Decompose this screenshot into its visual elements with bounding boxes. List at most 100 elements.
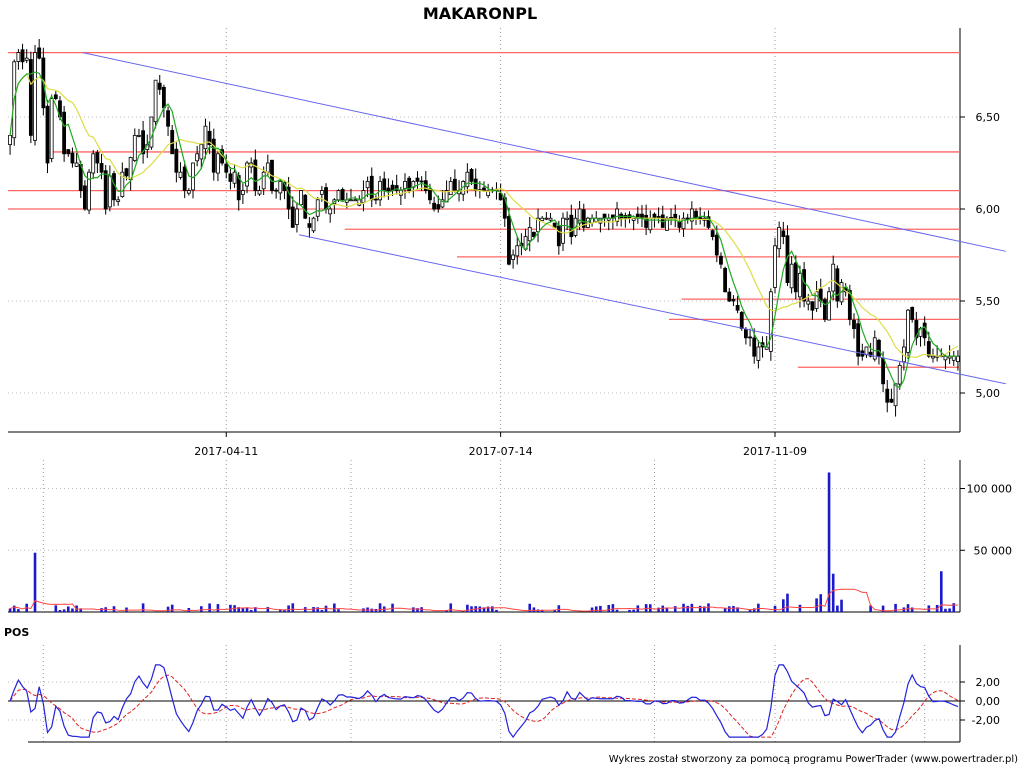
volume-bar: [840, 599, 843, 612]
candle-body: [407, 177, 412, 192]
volume-bar: [665, 608, 669, 612]
volume-bar: [798, 604, 802, 612]
volume-bar: [66, 606, 70, 612]
volume-bar: [449, 603, 453, 612]
trend-channel-line: [82, 52, 1006, 252]
candle-body: [386, 187, 391, 191]
candle-body: [182, 166, 187, 192]
volume-bar: [727, 606, 731, 612]
volume-bar: [752, 608, 756, 612]
candle-body: [773, 245, 777, 288]
volume-bar: [748, 609, 752, 612]
candle-body: [228, 173, 233, 182]
candle-body: [290, 206, 295, 228]
candle-body: [893, 383, 898, 407]
candle-body: [586, 217, 590, 228]
candle-body: [157, 82, 162, 90]
volume-bar: [370, 608, 374, 612]
volume-bar: [894, 603, 897, 612]
candle-body: [482, 187, 486, 192]
volume-bar: [657, 607, 660, 612]
candle-body: [852, 319, 856, 329]
candle-body: [856, 323, 861, 357]
candle-body: [806, 300, 811, 305]
volume-bar: [815, 598, 818, 612]
volume-average-line: [9, 588, 958, 612]
candle-body: [328, 208, 333, 215]
candle-body: [685, 217, 690, 220]
candle-body: [261, 171, 266, 190]
candle-body: [473, 178, 478, 191]
candle-body: [652, 213, 657, 219]
volume-bar: [316, 607, 320, 612]
candle-body: [498, 193, 503, 201]
candle-body: [756, 346, 761, 361]
candle-body: [885, 388, 890, 403]
candle-body: [951, 355, 956, 361]
candle-body: [324, 187, 328, 210]
chart-title: MAKARONPL: [423, 4, 537, 23]
volume-bar: [615, 609, 619, 612]
candle-body: [889, 398, 894, 403]
candle-body: [394, 185, 399, 192]
volume-bar: [906, 604, 910, 612]
candle-body: [681, 217, 686, 230]
candle-body: [203, 125, 208, 150]
volume-bar: [241, 607, 245, 612]
volume-bar: [553, 609, 556, 612]
candle-body: [536, 217, 540, 233]
candle-body: [419, 180, 424, 183]
volume-bar: [628, 609, 631, 612]
volume-bar: [723, 608, 727, 612]
volume-bar: [17, 609, 20, 612]
ma-short-line: [9, 71, 958, 389]
candle-body: [107, 175, 112, 208]
pos-y-tick-label: -2,00: [972, 714, 1000, 727]
pos-panel-label: POS: [4, 626, 29, 639]
candle-body: [365, 180, 370, 189]
candle-body: [469, 169, 474, 182]
candle-body: [906, 309, 910, 353]
volume-bar: [632, 609, 635, 612]
volume-bar: [594, 606, 598, 612]
volume-bar: [819, 594, 823, 612]
candle-body: [569, 214, 574, 237]
volume-bar: [773, 605, 777, 612]
volume-bar: [599, 605, 602, 612]
candle-body: [561, 217, 565, 244]
candle-body: [74, 162, 79, 167]
candle-body: [723, 267, 728, 293]
volume-bar: [324, 605, 328, 612]
candle-body: [199, 144, 204, 160]
volume-bar: [607, 605, 611, 612]
candle-body: [910, 307, 915, 320]
candle-body: [53, 94, 58, 99]
candle-body: [245, 162, 249, 187]
candle-body: [748, 336, 752, 339]
candle-body: [544, 217, 549, 220]
volume-bar: [952, 603, 956, 612]
candle-body: [727, 291, 732, 302]
volume-bar: [266, 606, 270, 612]
candle-body: [814, 291, 819, 309]
candle-body: [99, 163, 104, 173]
y-tick-label: 6,00: [976, 203, 1001, 216]
candle-body: [752, 337, 757, 357]
candle-body: [311, 217, 316, 232]
candle-body: [166, 110, 170, 127]
candle-body: [665, 217, 669, 231]
candle-body: [232, 171, 237, 184]
volume-panel: 100 000 50 000: [8, 460, 1012, 613]
candle-body: [224, 163, 229, 173]
volume-bar: [698, 605, 702, 612]
candle-body: [877, 339, 881, 357]
candle-body: [511, 254, 516, 260]
pos-y-tick-label: 0,00: [976, 695, 1001, 708]
volume-bar: [141, 603, 145, 612]
volume-bar: [208, 603, 211, 612]
volume-bar: [170, 604, 174, 612]
candle-body: [577, 208, 582, 224]
volume-bar: [229, 604, 232, 612]
volume-bar: [62, 609, 66, 612]
candle-body: [295, 208, 299, 225]
